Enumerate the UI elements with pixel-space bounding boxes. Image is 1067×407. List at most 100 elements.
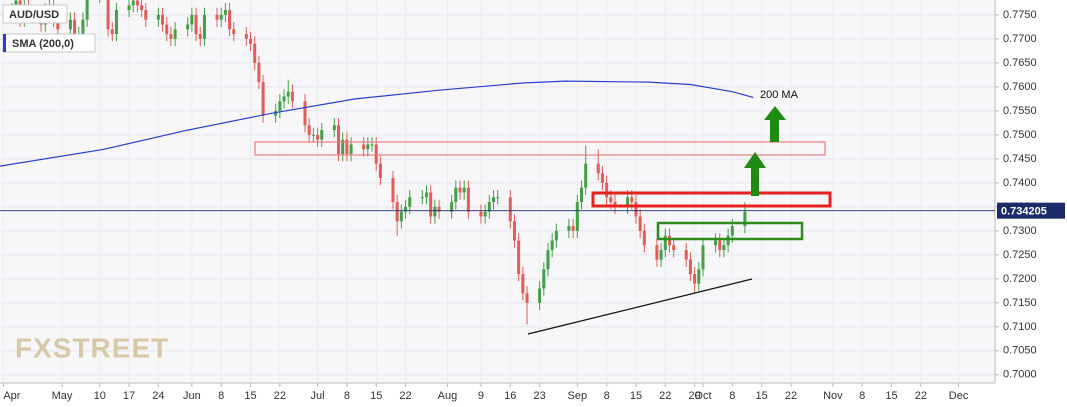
- candle-body: [165, 24, 169, 35]
- candle-body: [630, 197, 634, 203]
- x-tick-label: 22: [785, 390, 797, 402]
- candle-body: [366, 144, 370, 150]
- candle-body: [596, 163, 600, 174]
- candle-body: [290, 91, 294, 102]
- candle-body: [232, 29, 236, 35]
- y-tick-label: 0.7300: [1003, 225, 1037, 237]
- candle-body: [395, 202, 399, 222]
- y-tick-label: 0.7100: [1003, 321, 1037, 333]
- candle-body: [73, 19, 77, 39]
- x-tick-label: 8: [729, 390, 735, 402]
- y-tick-label: 0.7750: [1003, 9, 1037, 21]
- x-tick-label: 15: [756, 390, 768, 402]
- candle-body: [726, 235, 730, 246]
- candle-body: [538, 288, 542, 303]
- x-tick-label: 22: [399, 390, 411, 402]
- candle-body: [579, 187, 584, 203]
- candle-body: [303, 101, 307, 126]
- candle-body: [554, 230, 558, 241]
- candle-body: [161, 14, 165, 25]
- x-tick-label: 15: [885, 390, 897, 402]
- candle-body: [186, 24, 190, 30]
- x-tick-label: 10: [94, 390, 106, 402]
- candle-body: [508, 197, 512, 222]
- candle-body: [659, 250, 663, 260]
- y-tick-label: 0.7650: [1003, 57, 1037, 69]
- candle-body: [190, 14, 194, 25]
- candle-body: [140, 5, 144, 11]
- candle-body: [609, 197, 613, 203]
- candle-body: [286, 91, 290, 97]
- candle-body: [135, 0, 139, 6]
- resistance-zone: [254, 141, 826, 156]
- x-tick-label: 15: [244, 390, 256, 402]
- support-zone: [656, 221, 804, 241]
- candle-body: [433, 206, 437, 217]
- candle-body: [466, 187, 470, 212]
- y-tick-label: 0.7000: [1003, 369, 1037, 381]
- candle-body: [584, 163, 588, 188]
- candle-body: [697, 269, 701, 284]
- x-tick-label: Jul: [311, 390, 325, 402]
- x-tick-label: 16: [504, 390, 516, 402]
- candle-body: [458, 187, 462, 193]
- x-tick-label: Oct: [694, 390, 711, 402]
- candle-body: [345, 139, 349, 155]
- last-price-box: [997, 202, 1065, 219]
- candle-body: [634, 202, 638, 217]
- x-tick-label: 15: [630, 390, 642, 402]
- candle-body: [274, 110, 278, 116]
- candle-body: [228, 10, 232, 30]
- y-tick-label: 0.7600: [1003, 81, 1037, 93]
- candle-body: [144, 10, 148, 20]
- candle-body: [638, 216, 642, 231]
- candle-body: [492, 197, 496, 203]
- x-tick-label: May: [52, 390, 73, 402]
- x-tick-label: 8: [859, 390, 865, 402]
- candle-body: [613, 202, 617, 207]
- x-tick-label: 22: [915, 390, 927, 402]
- candle-body: [496, 197, 500, 199]
- candle-body: [575, 202, 579, 231]
- candle-body: [420, 197, 424, 199]
- x-tick-label: 29: [688, 390, 700, 402]
- y-tick-label: 0.7150: [1003, 297, 1037, 309]
- candle-body: [424, 192, 428, 198]
- candle-body: [479, 211, 483, 217]
- candle-body: [202, 14, 206, 39]
- candle-body: [194, 14, 198, 35]
- candle-body: [571, 226, 575, 231]
- candle-body: [655, 245, 659, 260]
- candle-body: [600, 173, 604, 183]
- candle-body: [127, 5, 131, 11]
- x-tick-label: 15: [370, 390, 382, 402]
- x-tick-label: 8: [344, 390, 350, 402]
- x-tick-label: 22: [659, 390, 671, 402]
- y-tick-label: 0.7500: [1003, 129, 1037, 141]
- candle-body: [244, 34, 248, 39]
- candle-body: [68, 19, 72, 30]
- candle-body: [454, 187, 458, 203]
- x-tick-label: 9: [478, 390, 484, 402]
- y-tick-label: 0.7250: [1003, 249, 1037, 261]
- candle-body: [282, 96, 286, 102]
- candle-body: [370, 144, 374, 146]
- candle-body: [672, 245, 676, 251]
- candle-body: [626, 197, 630, 207]
- candle-body: [408, 197, 412, 207]
- candle-body: [550, 240, 554, 251]
- candle-body: [320, 130, 324, 140]
- candle-body: [114, 10, 118, 35]
- x-tick-label: Apr: [3, 390, 20, 402]
- x-tick-label: Aug: [438, 390, 458, 402]
- candle-body: [85, 0, 89, 20]
- x-tick-label: Nov: [823, 390, 843, 402]
- grid: [0, 0, 995, 383]
- candle-body: [332, 125, 336, 131]
- candle-body: [169, 34, 173, 39]
- candle-body: [517, 240, 521, 275]
- candle-body: [378, 163, 382, 179]
- candle-body: [110, 29, 114, 35]
- candle-body: [667, 235, 671, 246]
- arrow-up: [744, 152, 766, 196]
